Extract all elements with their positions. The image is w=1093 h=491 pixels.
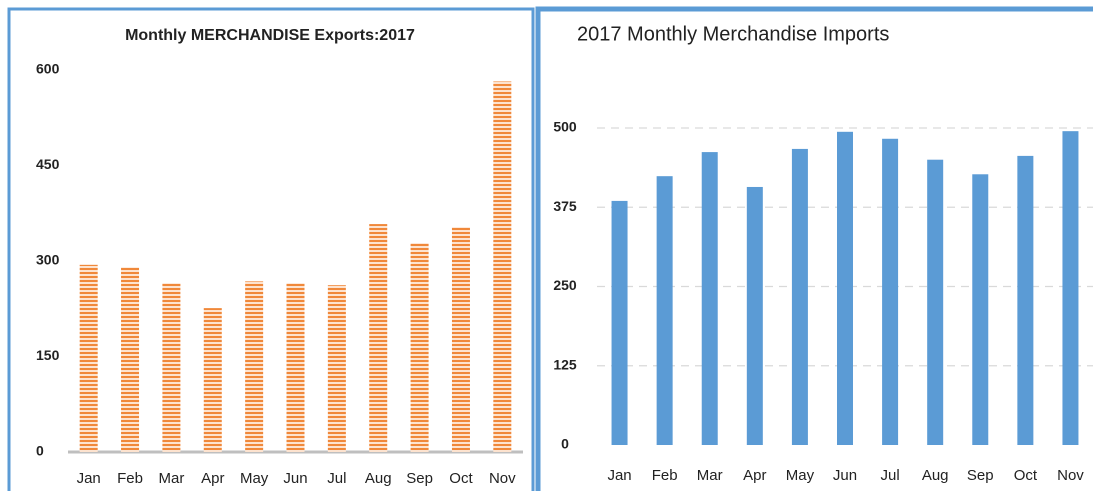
y-tick-label: 125 <box>553 356 577 372</box>
bar <box>121 267 140 452</box>
y-tick-label: 375 <box>553 198 577 214</box>
x-tick-label: May <box>240 470 269 487</box>
bar <box>410 243 429 452</box>
bar <box>837 131 853 445</box>
bar <box>882 138 899 445</box>
x-tick-label: Feb <box>652 467 678 484</box>
x-tick-label: Apr <box>201 470 224 487</box>
bar <box>162 283 181 452</box>
y-tick-label: 450 <box>36 156 60 172</box>
x-tick-label: Jan <box>607 467 631 484</box>
x-tick-label: Sep <box>967 467 994 484</box>
bar <box>286 283 305 452</box>
bar <box>611 200 628 445</box>
bar <box>327 285 346 452</box>
bar <box>927 159 944 445</box>
bar <box>972 174 989 446</box>
x-tick-label: May <box>786 467 815 484</box>
x-tick-label: Jul <box>327 470 346 487</box>
x-tick-label: Mar <box>697 467 723 484</box>
x-tick-label: Aug <box>365 470 392 487</box>
x-tick-label: Jul <box>880 467 899 484</box>
right-panel <box>535 6 1093 491</box>
x-tick-label: Jun <box>833 467 857 484</box>
x-tick-label: Aug <box>922 467 949 484</box>
bar <box>79 264 98 452</box>
bar <box>656 176 673 445</box>
y-tick-label: 500 <box>553 119 577 135</box>
x-tick-label: Sep <box>406 470 433 487</box>
y-tick-label: 300 <box>36 252 60 268</box>
bar <box>245 281 264 452</box>
x-tick-label: Feb <box>117 470 143 487</box>
bar <box>1062 131 1079 446</box>
y-tick-label: 150 <box>36 347 60 363</box>
x-tick-label: Oct <box>1014 467 1038 484</box>
bar <box>451 227 470 452</box>
bar <box>369 224 388 452</box>
y-tick-label: 0 <box>561 436 569 452</box>
y-tick-label: 250 <box>553 277 577 293</box>
x-tick-label: Mar <box>158 470 184 487</box>
bar <box>203 308 222 452</box>
y-tick-label: 600 <box>36 61 60 77</box>
x-tick-label: Apr <box>743 467 766 484</box>
chart-title: Monthly MERCHANDISE Exports:2017 <box>125 27 415 44</box>
x-tick-label: Nov <box>489 470 516 487</box>
bar <box>746 186 763 445</box>
bar <box>1017 155 1034 445</box>
x-tick-label: Jun <box>283 470 307 487</box>
x-tick-label: Jan <box>77 470 101 487</box>
y-tick-label: 0 <box>36 443 44 459</box>
chart-title: 2017 Monthly Merchandise Imports <box>577 23 889 45</box>
bar <box>791 148 808 445</box>
bar <box>493 81 512 453</box>
bar <box>701 152 718 446</box>
x-tick-label: Oct <box>449 470 473 487</box>
x-tick-label: Nov <box>1057 467 1084 484</box>
